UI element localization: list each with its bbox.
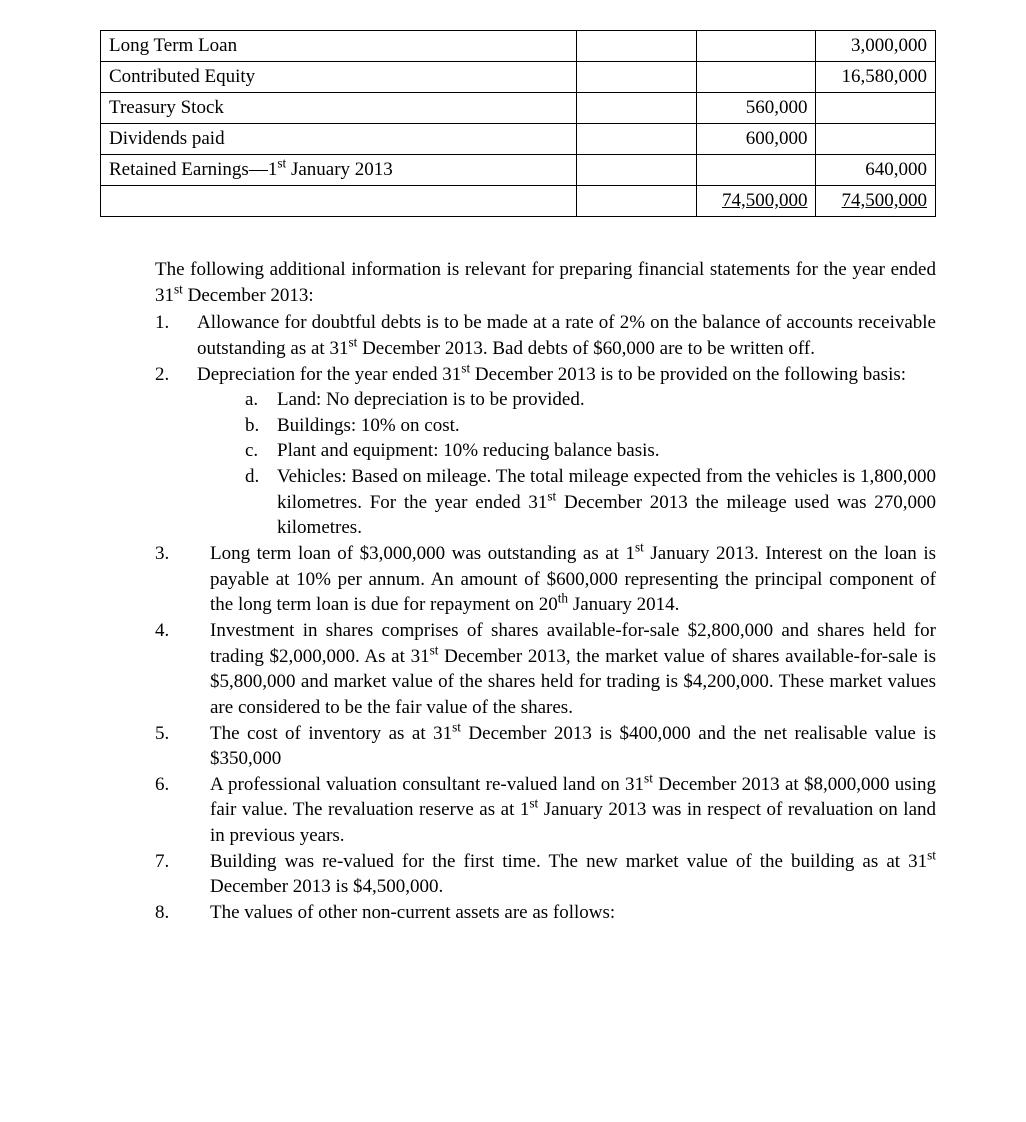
row-label <box>101 186 577 217</box>
item-body: Long term loan of $3,000,000 was outstan… <box>210 541 936 618</box>
row-label: Long Term Loan <box>101 31 577 62</box>
numbered-list-2: 3.Long term loan of $3,000,000 was outst… <box>155 541 936 926</box>
sub-list-item: b.Buildings: 10% on cost. <box>245 413 936 439</box>
row-amount: 74,500,000 <box>816 186 936 217</box>
subitem-body: Buildings: 10% on cost. <box>277 413 936 439</box>
item-marker: 5. <box>155 721 210 772</box>
table-row: Contributed Equity 16,580,000 <box>101 62 936 93</box>
list-item: 1.Allowance for doubtful debts is to be … <box>155 310 936 361</box>
row-amount <box>577 155 697 186</box>
sub-list: a.Land: No depreciation is to be provide… <box>197 387 936 541</box>
row-amount: 600,000 <box>696 124 816 155</box>
row-amount: 16,580,000 <box>816 62 936 93</box>
subitem-body: Land: No depreciation is to be provided. <box>277 387 936 413</box>
row-label: Contributed Equity <box>101 62 577 93</box>
list-item: 8.The values of other non-current assets… <box>155 900 936 926</box>
row-amount <box>577 124 697 155</box>
document-page: Long Term Loan3,000,000Contributed Equit… <box>0 0 1026 956</box>
subitem-body: Plant and equipment: 10% reducing balanc… <box>277 438 936 464</box>
item-marker: 1. <box>155 310 197 361</box>
row-amount <box>816 124 936 155</box>
row-amount <box>816 93 936 124</box>
subitem-body: Vehicles: Based on mileage. The total mi… <box>277 464 936 541</box>
row-amount <box>696 155 816 186</box>
item-body: A professional valuation consultant re-v… <box>210 772 936 849</box>
intro-paragraph: The following additional information is … <box>155 257 936 308</box>
row-amount <box>696 31 816 62</box>
row-amount: 640,000 <box>816 155 936 186</box>
sub-list-item: a.Land: No depreciation is to be provide… <box>245 387 936 413</box>
item-marker: 8. <box>155 900 210 926</box>
item-body: Depreciation for the year ended 31st Dec… <box>197 362 936 541</box>
item-body: The cost of inventory as at 31st Decembe… <box>210 721 936 772</box>
subitem-marker: c. <box>245 438 277 464</box>
row-amount <box>577 93 697 124</box>
row-amount: 74,500,000 <box>696 186 816 217</box>
item-marker: 3. <box>155 541 210 618</box>
list-item: 2.Depreciation for the year ended 31st D… <box>155 362 936 541</box>
table-row: Treasury Stock 560,000 <box>101 93 936 124</box>
row-amount <box>577 62 697 93</box>
row-label: Treasury Stock <box>101 93 577 124</box>
item-body: Allowance for doubtful debts is to be ma… <box>197 310 936 361</box>
sub-list-item: c.Plant and equipment: 10% reducing bala… <box>245 438 936 464</box>
row-amount <box>696 62 816 93</box>
subitem-marker: a. <box>245 387 277 413</box>
additional-info: The following additional information is … <box>100 257 936 926</box>
item-marker: 7. <box>155 849 210 900</box>
balance-table: Long Term Loan3,000,000Contributed Equit… <box>100 30 936 217</box>
numbered-list-1: 1.Allowance for doubtful debts is to be … <box>155 310 936 541</box>
subitem-marker: b. <box>245 413 277 439</box>
row-amount <box>577 186 697 217</box>
list-item: 6.A professional valuation consultant re… <box>155 772 936 849</box>
list-item: 3.Long term loan of $3,000,000 was outst… <box>155 541 936 618</box>
item-marker: 4. <box>155 618 210 721</box>
item-body: Investment in shares comprises of shares… <box>210 618 936 721</box>
item-marker: 2. <box>155 362 197 541</box>
row-amount: 560,000 <box>696 93 816 124</box>
row-label: Retained Earnings—1st January 2013 <box>101 155 577 186</box>
sub-list-item: d.Vehicles: Based on mileage. The total … <box>245 464 936 541</box>
list-item: 7.Building was re-valued for the first t… <box>155 849 936 900</box>
item-body: Building was re-valued for the first tim… <box>210 849 936 900</box>
row-label: Dividends paid <box>101 124 577 155</box>
item-body: The values of other non-current assets a… <box>210 900 936 926</box>
table-row: Long Term Loan 3,000,000 <box>101 31 936 62</box>
table-row: Retained Earnings—1st January 2013 640,00… <box>101 155 936 186</box>
row-amount <box>577 31 697 62</box>
table-row: Dividends paid 600,000 <box>101 124 936 155</box>
list-item: 5.The cost of inventory as at 31st Decem… <box>155 721 936 772</box>
subitem-marker: d. <box>245 464 277 541</box>
row-amount: 3,000,000 <box>816 31 936 62</box>
list-item: 4.Investment in shares comprises of shar… <box>155 618 936 721</box>
table-row: 74,500,00074,500,000 <box>101 186 936 217</box>
item-marker: 6. <box>155 772 210 849</box>
